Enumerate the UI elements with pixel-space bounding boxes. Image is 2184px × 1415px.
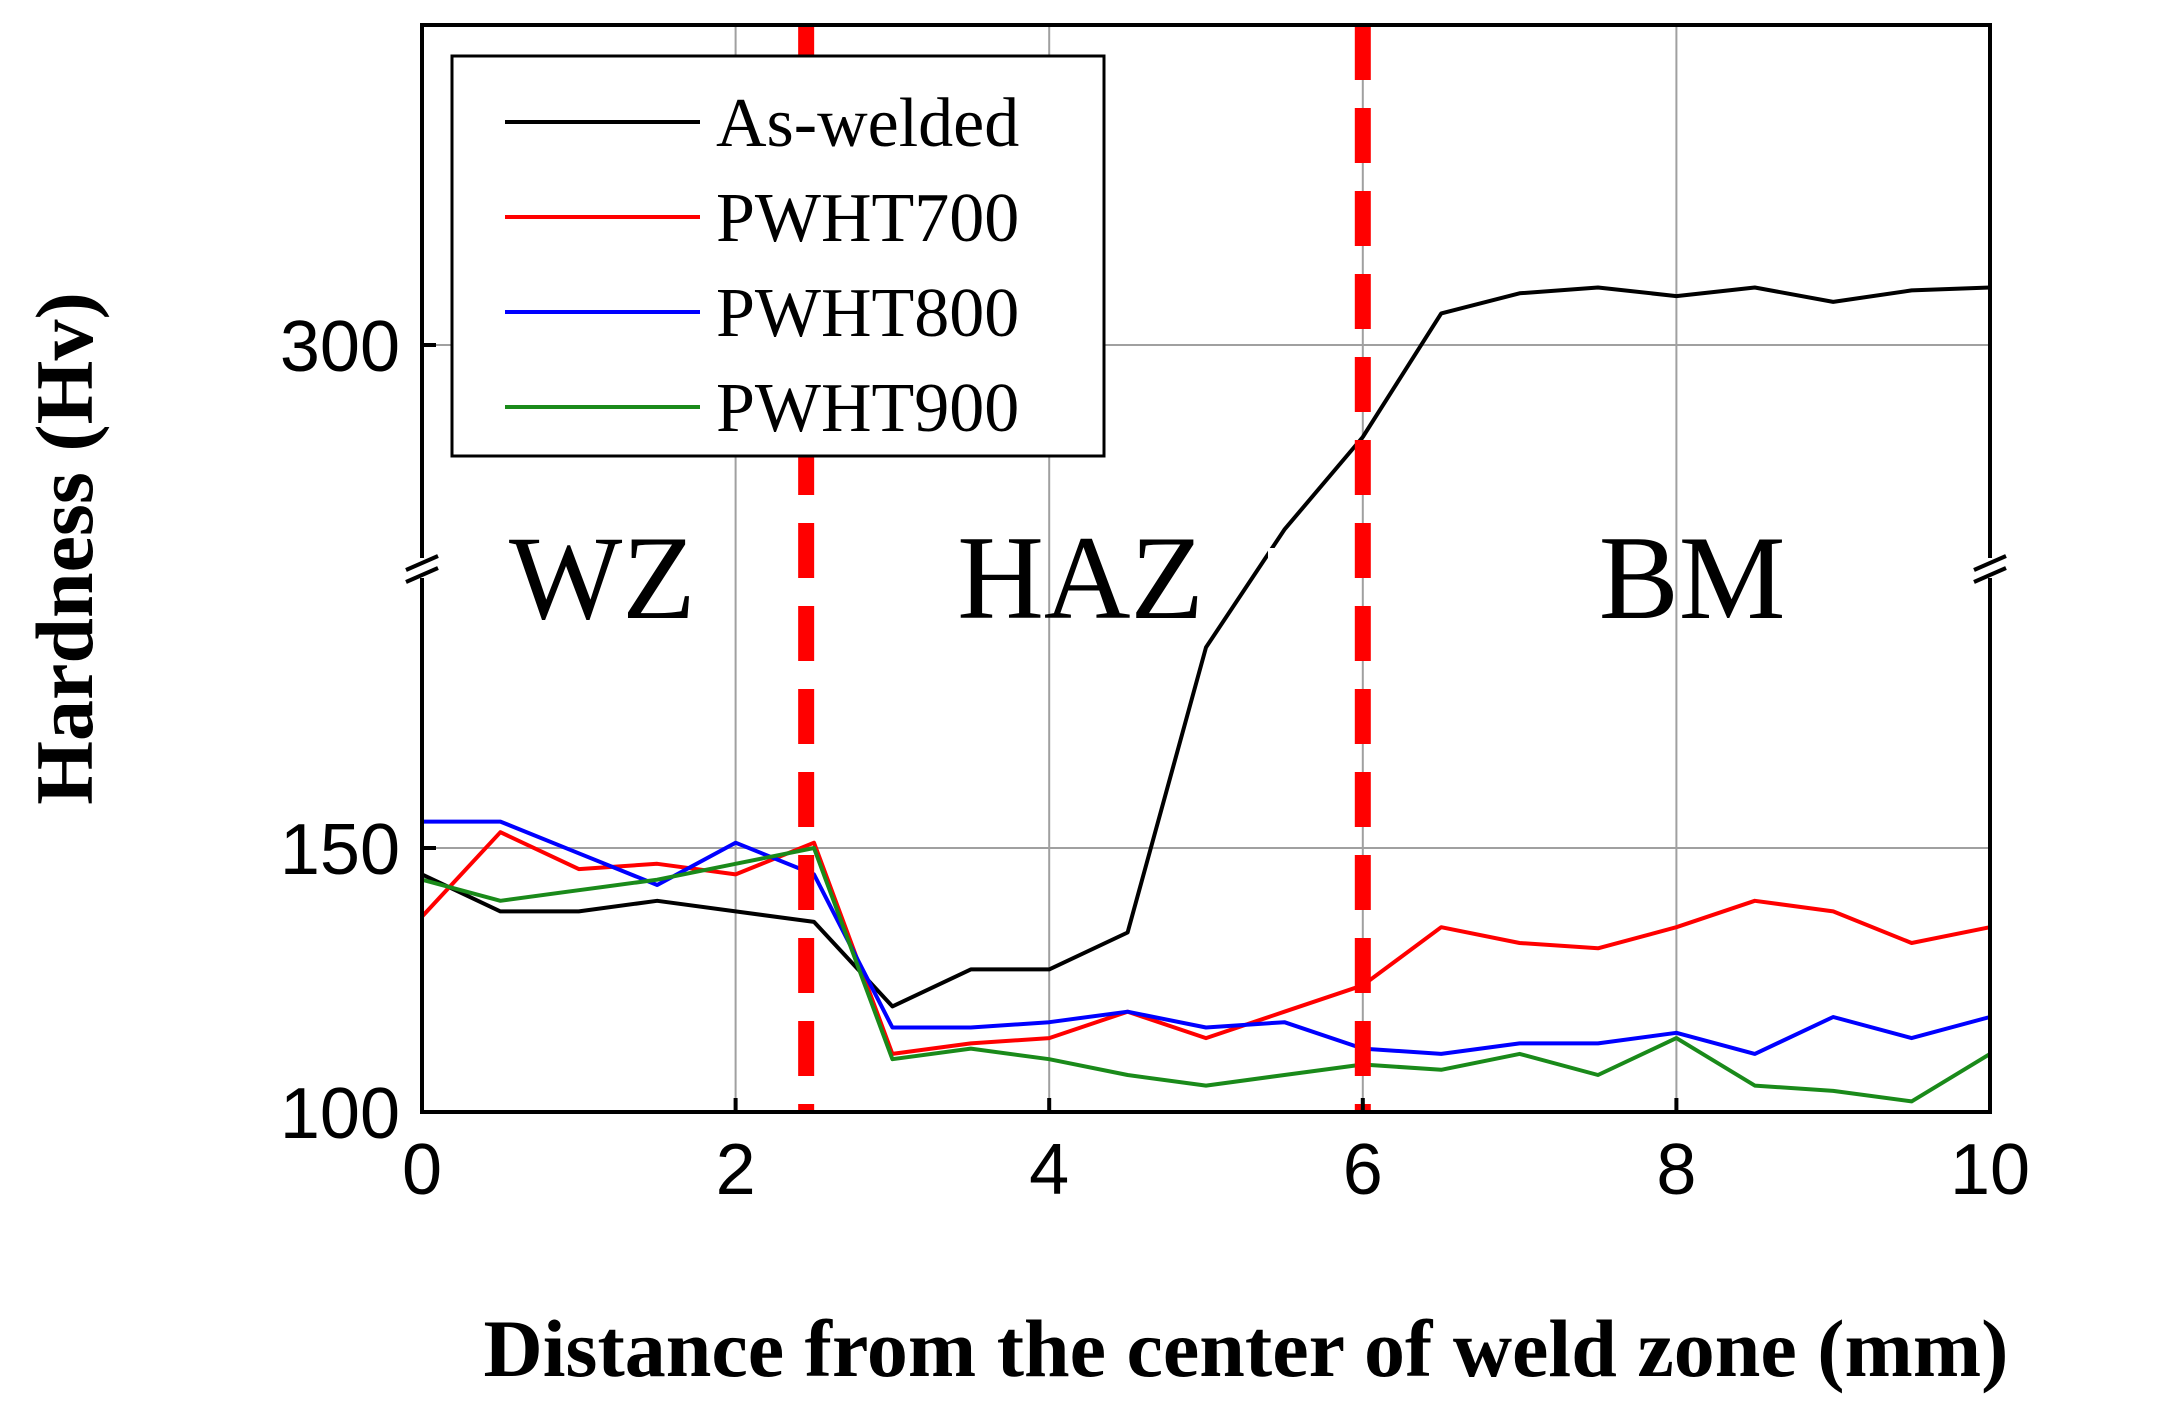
x-tick-label: 0	[402, 1130, 442, 1210]
axis-break-mark	[405, 554, 439, 572]
legend-label: PWHT800	[716, 275, 1019, 352]
series-line-pwht800	[422, 819, 1991, 1056]
axis-break-gap	[1970, 558, 2010, 578]
zone-labels: WZ HAZ BM	[509, 511, 1785, 644]
legend-label: PWHT700	[716, 180, 1019, 257]
x-tick-label: 10	[1950, 1130, 2030, 1210]
y-tick-label: 300	[280, 307, 400, 387]
line-break-gap	[1268, 548, 1320, 574]
legend: As-welded PWHT700 PWHT800 PWHT900	[450, 54, 1106, 458]
x-tick-label: 8	[1656, 1130, 1696, 1210]
y-axis-title: Hardness (Hv)	[19, 292, 110, 805]
x-tick-label: 2	[716, 1130, 756, 1210]
axis-break-mark	[1973, 554, 2007, 572]
series-line-pwht700	[420, 830, 1991, 1056]
axis-ticks: 0 2 4 6 8 10 100 150 300	[280, 307, 2030, 1210]
legend-label: PWHT900	[716, 370, 1019, 447]
x-axis-title: Distance from the center of weld zone (m…	[484, 1303, 2009, 1394]
x-tick-label: 4	[1029, 1130, 1069, 1210]
axis-break-mark	[405, 566, 439, 584]
axis-break-gap	[402, 558, 442, 578]
zone-label-bm: BM	[1599, 511, 1786, 644]
y-tick-label: 100	[280, 1074, 400, 1154]
y-tick-label: 150	[280, 810, 400, 890]
series-line-pwht900	[421, 846, 1992, 1104]
axis-break-marks	[402, 554, 2010, 584]
zone-label-haz: HAZ	[957, 511, 1204, 644]
axis-break-mark	[1973, 566, 2007, 584]
x-tick-label: 6	[1343, 1130, 1383, 1210]
series-lines	[420, 285, 1992, 1104]
series-line-as-welded	[421, 285, 1991, 1009]
legend-label: As-welded	[716, 85, 1019, 162]
zone-label-wz: WZ	[509, 511, 696, 644]
